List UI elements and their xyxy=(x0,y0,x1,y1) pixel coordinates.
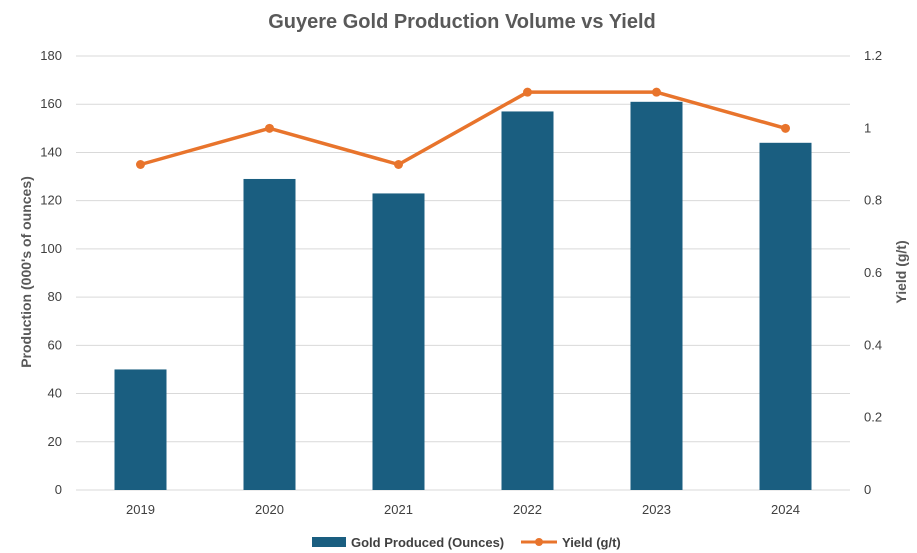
y2-tick-label: 1 xyxy=(864,120,871,135)
yield-point xyxy=(265,123,274,133)
y-tick-label: 80 xyxy=(48,289,62,304)
y-tick-label: 120 xyxy=(40,193,62,208)
y2-tick-label: 0 xyxy=(864,482,871,497)
yield-point xyxy=(781,123,790,133)
legend-label-bar: Gold Produced (Ounces) xyxy=(351,535,504,550)
y-tick-label: 140 xyxy=(40,144,62,159)
chart-title: Guyere Gold Production Volume vs Yield xyxy=(268,11,656,33)
y2-tick-label: 0.4 xyxy=(864,337,882,352)
bar xyxy=(501,111,554,490)
yield-point xyxy=(394,160,403,169)
x-tick-label: 2019 xyxy=(126,502,155,517)
gridlines xyxy=(76,55,850,491)
bar xyxy=(759,142,812,491)
y-axis-title: Production (000's of ounces) xyxy=(18,176,34,368)
y-tick-label: 60 xyxy=(48,337,62,352)
bar xyxy=(114,369,167,490)
yield-line xyxy=(140,90,786,167)
x-tick-label: 2021 xyxy=(384,502,413,517)
y-tick-label: 100 xyxy=(40,241,62,256)
yield-point xyxy=(652,87,661,97)
yield-point xyxy=(523,87,532,97)
y-axis-right: 0 0.2 0.4 0.6 0.8 1 1.2 xyxy=(864,48,882,497)
y2-tick-label: 1.2 xyxy=(864,48,882,63)
yield-point xyxy=(136,160,145,169)
x-tick-label: 2022 xyxy=(513,502,542,517)
y2-tick-label: 0.6 xyxy=(864,265,882,280)
legend-swatch-bar xyxy=(312,537,346,547)
legend: Gold Produced (Ounces) Yield (g/t) xyxy=(312,535,621,550)
y-tick-label: 0 xyxy=(55,482,62,497)
y-tick-label: 160 xyxy=(40,96,62,111)
bar xyxy=(243,178,296,490)
legend-label-line: Yield (g/t) xyxy=(562,535,621,550)
x-tick-label: 2020 xyxy=(255,502,284,517)
bar xyxy=(372,193,425,490)
legend-marker-line xyxy=(535,538,543,546)
y2-axis-title: Yield (g/t) xyxy=(893,240,909,303)
bar xyxy=(630,101,683,491)
y2-tick-label: 0.2 xyxy=(864,410,882,425)
y-tick-label: 180 xyxy=(40,48,62,63)
x-axis: 2019 2020 2021 2022 2023 2024 xyxy=(126,502,800,517)
x-tick-label: 2023 xyxy=(642,502,671,517)
line-series xyxy=(136,87,790,169)
y-tick-label: 20 xyxy=(48,434,62,449)
x-tick-label: 2024 xyxy=(771,502,800,517)
y2-tick-label: 0.8 xyxy=(864,193,882,208)
y-axis-left: 0 20 40 60 80 100 120 140 160 180 xyxy=(40,48,62,497)
bar-series xyxy=(114,101,812,491)
y-tick-label: 40 xyxy=(48,386,62,401)
